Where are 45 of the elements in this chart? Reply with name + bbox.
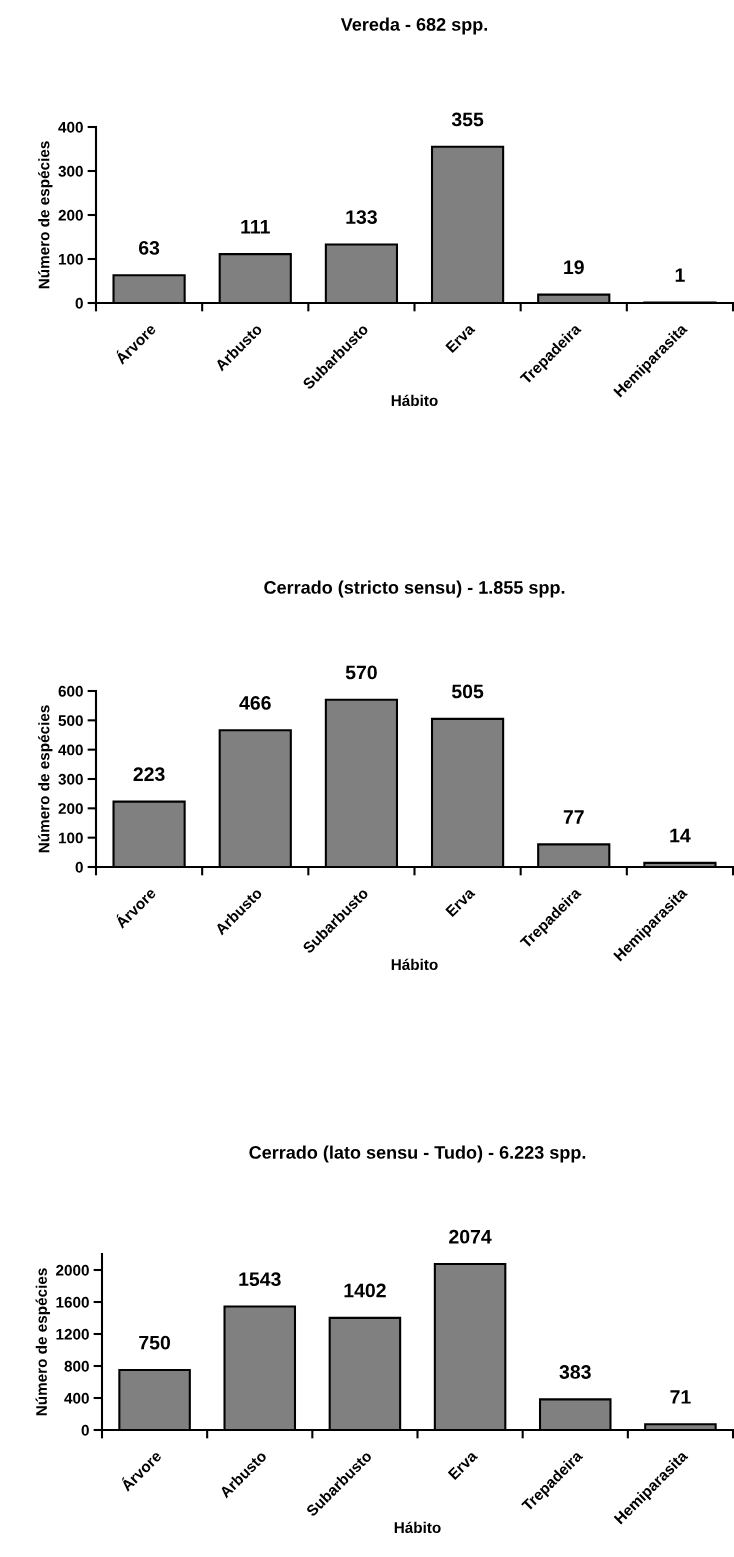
y-axis-title: Número de espécies: [38, 141, 53, 289]
data-label: 570: [345, 665, 377, 680]
data-label: 14: [670, 828, 691, 843]
y-axis-title: Número de espécies: [38, 705, 53, 853]
chart-title: Cerrado (stricto sensu) - 1.855 spp.: [264, 580, 565, 598]
y-tick-label: 300: [58, 773, 83, 785]
y-tick-label: 2000: [56, 1264, 89, 1276]
data-label: 505: [451, 684, 484, 699]
x-axis-title: Hábito: [394, 1521, 441, 1534]
y-tick-label: 300: [58, 165, 83, 177]
y-tick-label: 0: [75, 297, 83, 309]
chart-title: Cerrado (lato sensu - Tudo) - 6.223 spp.: [249, 1145, 586, 1163]
y-tick-label: 400: [58, 744, 83, 756]
data-label: 383: [559, 1365, 591, 1379]
y-tick-label: 400: [58, 121, 83, 133]
data-label: 466: [239, 696, 271, 710]
data-label: 1: [675, 268, 685, 282]
y-tick-label: 400: [64, 1392, 89, 1404]
data-label: 71: [670, 1390, 691, 1404]
data-label: 77: [563, 810, 584, 824]
y-tick-label: 0: [75, 861, 83, 873]
y-tick-label: 1600: [56, 1296, 89, 1308]
y-tick-label: 800: [64, 1360, 89, 1372]
data-label: 355: [451, 112, 484, 127]
y-tick-label: 200: [58, 803, 83, 815]
y-tick-label: 200: [58, 209, 83, 221]
y-tick-label: 100: [58, 253, 83, 265]
y-tick-label: 500: [58, 715, 83, 727]
data-label: 2074: [449, 1229, 492, 1244]
data-label: 1543: [239, 1272, 281, 1287]
y-tick-label: 100: [58, 832, 83, 844]
chart-title: Vereda - 682 spp.: [340, 17, 488, 35]
data-label: 133: [346, 210, 377, 224]
x-axis-title: Hábito: [391, 958, 438, 971]
y-tick-label: 0: [81, 1424, 89, 1436]
data-label: 19: [564, 260, 584, 275]
data-label: 1402: [344, 1283, 386, 1298]
data-label: 111: [241, 220, 270, 234]
y-axis-title: Número de espécies: [35, 1268, 50, 1416]
x-axis-title: Hábito: [391, 394, 438, 407]
data-label: 223: [133, 767, 165, 782]
y-tick-label: 600: [58, 685, 83, 697]
y-tick-label: 1200: [56, 1328, 89, 1340]
data-label: 750: [139, 1335, 171, 1350]
data-label: 63: [138, 241, 160, 255]
